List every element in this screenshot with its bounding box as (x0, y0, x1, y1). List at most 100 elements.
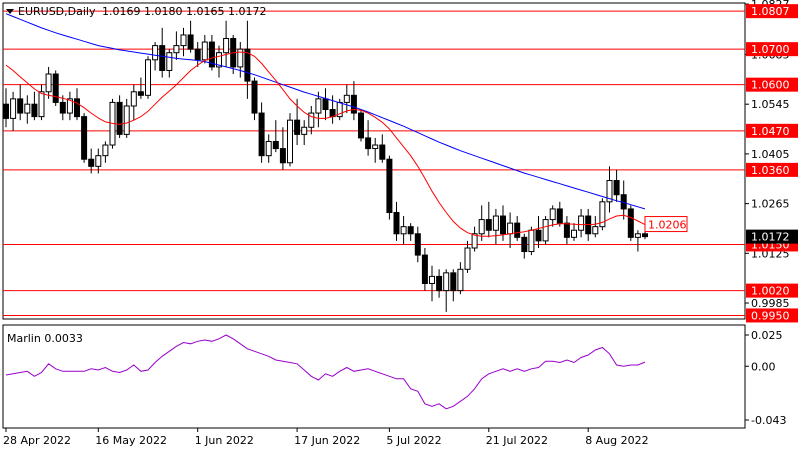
candle (421, 247, 428, 291)
candle (194, 42, 201, 67)
candle (429, 265, 435, 302)
candle (592, 216, 599, 238)
candle (634, 230, 641, 252)
candle (393, 201, 400, 241)
candle (358, 109, 364, 142)
date-tick-label: 28 Apr 2022 (3, 434, 71, 447)
date-tick-label: 17 Jun 2022 (294, 434, 360, 447)
candle (166, 49, 173, 78)
price-tick-label: 1.0405 (751, 148, 790, 161)
candle (279, 127, 286, 170)
indicator-label: Marlin 0.0033 (7, 332, 83, 345)
candle (88, 148, 95, 174)
current-price-label: 1.0172 (751, 231, 790, 244)
ma-value-box (644, 216, 688, 233)
candle (66, 91, 73, 121)
candle (152, 42, 159, 71)
level-price-label: 0.9950 (751, 309, 790, 322)
candle (130, 84, 137, 121)
candle (436, 269, 443, 298)
candle (59, 95, 66, 121)
indicator-tick-label: -0.043 (751, 414, 786, 427)
candle (159, 27, 166, 78)
candle (52, 70, 59, 106)
header-symbol: EURUSD,Daily (18, 5, 96, 18)
candle (265, 134, 272, 163)
date-tick-label: 21 Jul 2022 (486, 434, 548, 447)
header-ohlc: 1.0169 1.0180 1.0165 1.0172 (102, 5, 266, 18)
candle (216, 45, 222, 78)
date-tick-label: 5 Jul 2022 (386, 434, 441, 447)
level-price-tag (746, 42, 798, 57)
candle (400, 216, 407, 245)
candle (414, 226, 421, 263)
candle (514, 216, 521, 241)
candle (123, 98, 130, 138)
candle (642, 232, 648, 240)
level-price-label: 1.0470 (751, 125, 790, 138)
candle (208, 34, 215, 71)
candlesticks (3, 20, 648, 312)
candle (556, 201, 563, 227)
level-price-label: 1.0600 (751, 79, 790, 92)
candle (237, 42, 244, 78)
candle (613, 169, 620, 202)
level-price-label: 1.0807 (751, 5, 790, 18)
candle (38, 84, 45, 121)
date-tick-label: 1 Jun 2022 (195, 434, 254, 447)
candle (315, 91, 322, 128)
date-tick-label: 8 Aug 2022 (585, 434, 648, 447)
candle (31, 91, 38, 121)
candle (102, 141, 109, 163)
candle (492, 208, 499, 245)
candle (578, 208, 585, 238)
candle (627, 205, 634, 241)
indicator-tick-label: 0.025 (751, 329, 783, 342)
price-tags: 1.08071.07001.06001.04701.03601.01501.00… (644, 4, 798, 323)
level-price-label: 1.0360 (751, 164, 790, 177)
candle (478, 205, 485, 241)
marlin-line (5, 334, 646, 410)
level-price-label: 1.0700 (751, 43, 790, 56)
ma-fast-line (5, 51, 646, 237)
candle (308, 105, 315, 135)
candle (223, 20, 230, 67)
price-tick-label: 0.9985 (751, 297, 790, 310)
level-price-label: 1.0020 (751, 285, 790, 298)
candle (258, 102, 265, 163)
ma-value-label: 1.0206 (648, 219, 687, 232)
candle (464, 240, 471, 273)
candle (521, 233, 528, 259)
candle (450, 269, 457, 302)
level-price-tag (746, 283, 798, 298)
ma-slow-line (5, 13, 646, 210)
candle (571, 223, 577, 241)
collapse-triangle-icon[interactable] (6, 9, 14, 14)
candle (350, 81, 357, 121)
candle (549, 205, 556, 227)
candle (379, 134, 386, 163)
candle (74, 88, 80, 121)
candle (17, 84, 24, 121)
candle (45, 66, 52, 99)
candle (535, 216, 542, 248)
candle (187, 20, 194, 53)
candle (599, 198, 606, 231)
candle (343, 84, 350, 114)
candle (563, 216, 570, 245)
price-tick-label: 1.0265 (751, 198, 790, 211)
candle (443, 269, 450, 312)
candle (81, 113, 88, 163)
main-panel (2, 2, 746, 320)
candle (251, 77, 258, 121)
candle (180, 27, 187, 57)
level-price-tag (746, 162, 798, 177)
candle (287, 113, 293, 167)
date-tick-label: 16 May 2022 (95, 434, 167, 447)
candle (407, 223, 414, 241)
candle (201, 34, 208, 64)
price-tick-label: 1.0545 (751, 98, 790, 111)
candle (485, 201, 492, 238)
candle (145, 56, 151, 99)
indicator-panel (2, 324, 746, 429)
